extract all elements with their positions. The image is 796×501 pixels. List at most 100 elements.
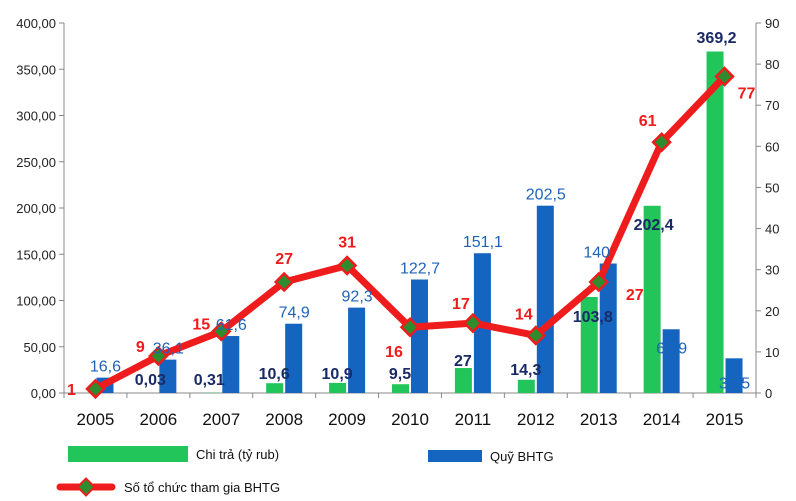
line-marker: [525, 325, 547, 346]
x-tick-label: 2014: [643, 410, 681, 429]
x-tick-label: 2013: [580, 410, 618, 429]
data-label-quy-bhtg: 122,7: [400, 261, 440, 278]
data-label-quy-bhtg: 61,6: [216, 317, 247, 334]
data-label-chi-tra: 10,9: [322, 366, 353, 383]
y-left-tick-label: 150,00: [16, 247, 56, 262]
legend-label-quy: Quỹ BHTG: [490, 449, 554, 464]
data-label-so-to-chuc: 1: [67, 382, 76, 399]
data-label-quy-bhtg: 16,6: [90, 359, 121, 376]
x-tick-label: 2012: [517, 410, 555, 429]
data-label-chi-tra: 0,03: [135, 372, 166, 389]
data-label-so-to-chuc: 16: [385, 344, 403, 361]
line-marker: [336, 255, 358, 276]
legend-label-so-to-chuc: Số tổ chức tham gia BHTG: [124, 480, 280, 495]
data-label-quy-bhtg: 68,9: [656, 340, 687, 357]
bar-chi-tra: [517, 379, 535, 393]
x-tick-label: 2010: [391, 410, 429, 429]
x-tick-label: 2015: [706, 410, 744, 429]
bar-quy-bhtg: [411, 279, 428, 393]
bar-chi-tra: [580, 296, 598, 393]
x-tick-label: 2005: [77, 410, 115, 429]
data-label-quy-bhtg: 36,1: [153, 341, 184, 358]
data-label-so-to-chuc: 27: [275, 251, 293, 268]
data-label-so-to-chuc: 14: [515, 306, 533, 323]
data-label-chi-tra: 103,8: [573, 309, 613, 326]
y-right-tick-label: 40: [765, 222, 779, 237]
line-marker: [399, 316, 421, 338]
y-right-tick-label: 30: [765, 263, 779, 278]
legend-label-chi-tra: Chi trả (tỷ rub): [196, 447, 279, 462]
y-left-tick-label: 400,00: [16, 16, 56, 31]
chart-axes: 0,00 50,00 100,00 150,00 200,00 250,00 300,00 3…: [16, 16, 779, 429]
data-label-quy-bhtg: 92,3: [342, 289, 373, 306]
bar-quy-bhtg: [599, 263, 617, 393]
line-marker: [588, 271, 609, 293]
data-label-chi-tra: 369,2: [697, 30, 737, 47]
bar-quy-bhtg: [348, 307, 366, 393]
data-label-chi-tra: 0,31: [194, 372, 225, 389]
y-right-tick-label: 20: [765, 304, 779, 319]
data-label-quy-bhtg: 202,5: [526, 187, 566, 204]
line-so-to-chuc: [91, 72, 729, 393]
y-left-tick-label: 100,00: [16, 294, 56, 309]
y-right-tick-label: 0: [765, 386, 772, 401]
y-right-tick-label: 80: [765, 57, 779, 72]
x-tick-label: 2007: [202, 410, 240, 429]
y-right-tick-label: 10: [765, 345, 779, 360]
data-label-chi-tra: 27: [454, 353, 472, 370]
legend-swatch-so-to-chuc-marker: [76, 477, 96, 497]
bar-quy-bhtg: [222, 336, 240, 393]
data-label-so-to-chuc: 17: [452, 296, 470, 313]
chart-legend: Chi trả (tỷ rub) Quỹ BHTG Số tổ chức tha…: [56, 446, 554, 497]
line-marker: [85, 378, 106, 400]
line-marker: [651, 131, 672, 153]
chart-bars: [96, 51, 743, 394]
bar-quy-bhtg: [285, 323, 303, 393]
bar-quy-bhtg: [536, 205, 554, 393]
data-label-chi-tra: 10,6: [259, 366, 290, 383]
data-label-so-to-chuc: 9: [136, 339, 145, 356]
y-right-tick-label: 90: [765, 16, 779, 31]
line-marker: [211, 321, 232, 342]
bar-quy-bhtg: [159, 359, 177, 393]
line-marker: [462, 312, 484, 334]
bar-chi-tra: [266, 383, 284, 393]
y-right-tick-label: 60: [765, 139, 779, 154]
legend-swatch-chi-tra: [68, 446, 188, 462]
y-left-tick-label: 0,00: [31, 386, 56, 401]
y-left-tick-label: 350,00: [16, 62, 56, 77]
y-left-tick-label: 250,00: [16, 155, 56, 170]
line-marker: [273, 271, 295, 293]
y-left-tick-label: 200,00: [16, 201, 56, 216]
data-label-so-to-chuc: 77: [738, 85, 756, 102]
data-label-so-to-chuc: 15: [192, 316, 210, 333]
bar-chi-tra: [392, 384, 409, 393]
data-label-so-to-chuc: 27: [626, 287, 644, 304]
data-label-chi-tra: 202,4: [634, 217, 674, 234]
data-label-quy-bhtg: 37,5: [719, 375, 750, 392]
x-tick-label: 2011: [455, 410, 492, 429]
data-label-so-to-chuc: 31: [338, 235, 356, 252]
data-label-quy-bhtg: 140: [583, 245, 610, 262]
data-label-chi-tra: 9,5: [389, 366, 411, 383]
y-left-tick-label: 50,00: [23, 340, 56, 355]
line-marker: [714, 66, 735, 87]
data-label-quy-bhtg: 74,9: [279, 305, 310, 322]
bar-chi-tra: [454, 368, 472, 393]
data-label-quy-bhtg: 151,1: [463, 234, 503, 251]
chart-data-labels: 16,6 36,1 61,6 74,9 92,3 122,7 151,1 202,5 140 68…: [67, 30, 756, 399]
data-label-so-to-chuc: 61: [639, 113, 657, 130]
bar-chi-tra: [329, 382, 347, 393]
bar-quy-bhtg: [725, 358, 743, 393]
legend-swatch-quy: [428, 450, 482, 462]
bar-chi-tra: [706, 51, 724, 394]
y-right-tick-label: 70: [765, 98, 779, 113]
line-marker: [148, 345, 169, 367]
x-tick-label: 2006: [139, 410, 177, 429]
y-left-tick-label: 300,00: [16, 109, 56, 124]
y-right-tick-label: 50: [765, 180, 779, 195]
bar-chi-tra: [643, 205, 661, 393]
x-tick-label: 2008: [265, 410, 303, 429]
bar-quy-bhtg: [662, 329, 680, 393]
